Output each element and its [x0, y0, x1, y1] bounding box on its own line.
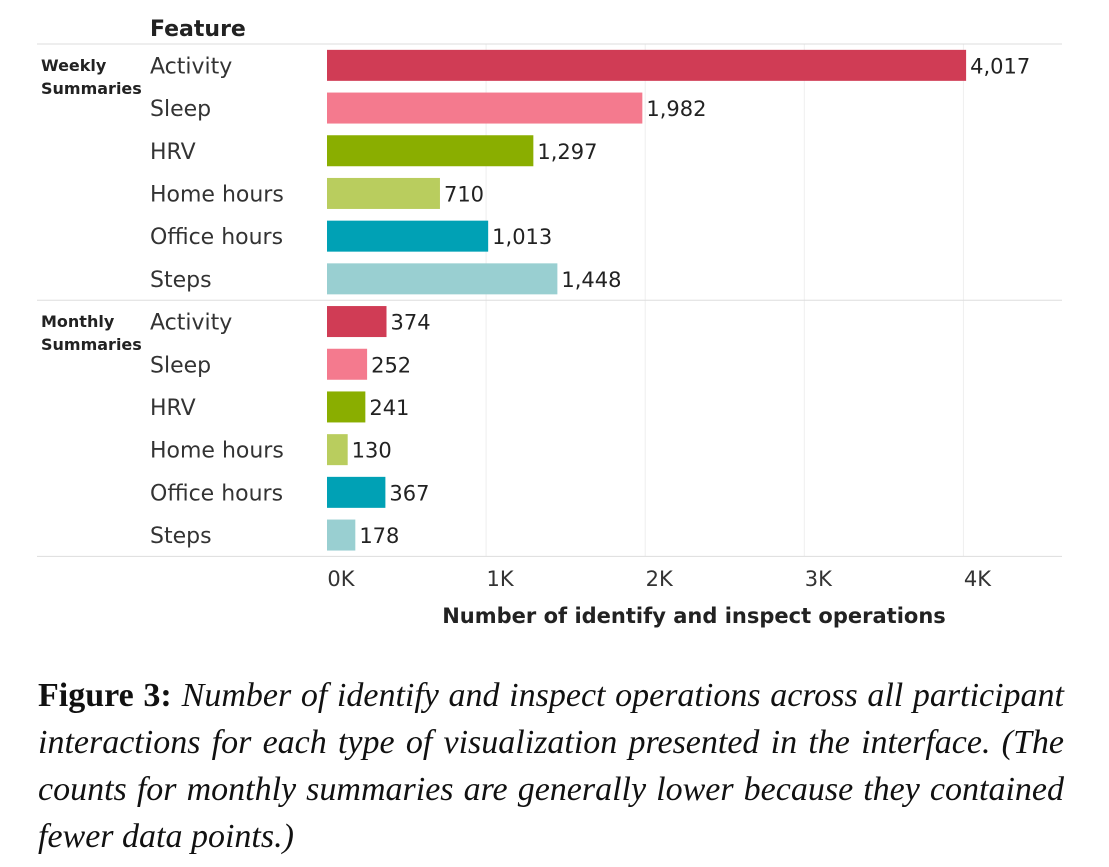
x-tick-label: 1K [487, 567, 515, 591]
x-axis-title: Number of identify and inspect operation… [442, 604, 946, 628]
x-tick-label: 0K [327, 567, 355, 591]
category-label: Activity [150, 311, 232, 336]
data-label: 252 [371, 353, 411, 377]
row-header: Feature [150, 17, 246, 42]
data-label: 1,013 [492, 225, 552, 249]
bar [327, 476, 386, 508]
bar [327, 263, 558, 295]
group-label: Weekly [41, 56, 107, 75]
bar [327, 391, 366, 423]
category-label: Office hours [150, 481, 283, 506]
data-label: 241 [369, 396, 409, 420]
category-label: HRV [150, 140, 196, 165]
caption-text: Number of identify and inspect operation… [38, 677, 1064, 855]
data-label: 178 [359, 524, 399, 548]
group-label: Summaries [41, 79, 142, 98]
data-label: 710 [444, 182, 484, 206]
data-label: 374 [391, 311, 431, 335]
bar [327, 434, 348, 466]
x-tick-label: 4K [964, 567, 992, 591]
data-label: 1,297 [537, 140, 597, 164]
bar [327, 519, 356, 551]
category-label: Home hours [150, 439, 284, 464]
category-label: Office hours [150, 225, 283, 250]
data-label: 1,448 [561, 268, 621, 292]
x-tick-label: 2K [646, 567, 674, 591]
bar [327, 306, 387, 338]
category-label: Sleep [150, 353, 211, 378]
category-label: Sleep [150, 97, 211, 122]
category-label: Steps [150, 268, 212, 293]
data-label: 367 [389, 481, 429, 505]
category-label: Steps [150, 524, 212, 549]
bar [327, 220, 489, 252]
figure-caption: Figure 3: Number of identify and inspect … [38, 672, 1064, 860]
group-label: Monthly [41, 312, 115, 331]
bar-chart: Feature Weekly Summaries Activity 4,017 Sleep… [37, 17, 1062, 628]
data-label: 130 [352, 439, 392, 463]
category-label: HRV [150, 396, 196, 421]
x-tick-label: 3K [805, 567, 833, 591]
data-label: 4,017 [970, 54, 1030, 78]
bar [327, 135, 534, 167]
bar [327, 348, 368, 380]
bar [327, 177, 440, 209]
caption-label: Figure 3: [38, 677, 172, 714]
data-label: 1,982 [646, 97, 706, 121]
group-label: Summaries [41, 335, 142, 354]
category-label: Activity [150, 54, 232, 79]
category-label: Home hours [150, 182, 284, 207]
bar [327, 49, 967, 81]
bar [327, 92, 643, 124]
